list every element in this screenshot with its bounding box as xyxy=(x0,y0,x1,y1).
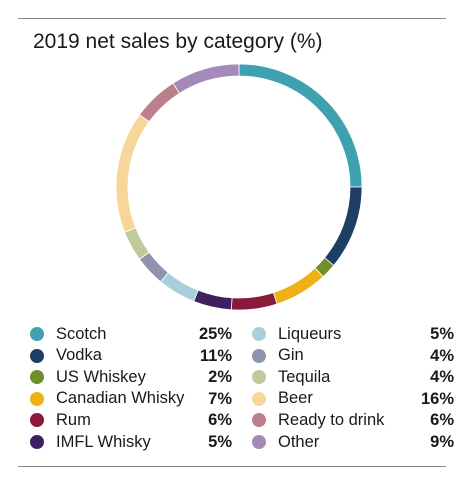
legend-item-tequila: Tequila xyxy=(252,366,330,388)
legend-item-liqueurs: Liqueurs xyxy=(252,323,341,345)
legend-value-tequila: 4% xyxy=(430,368,454,387)
legend-item-rum: Rum xyxy=(30,409,91,431)
legend-label: Rum xyxy=(56,410,91,429)
legend-label: US Whiskey xyxy=(56,367,146,386)
legend-swatch xyxy=(252,391,266,406)
legend-swatch xyxy=(252,435,266,449)
legend-item-beer: Beer xyxy=(252,388,313,410)
legend-swatch xyxy=(30,413,44,428)
legend-value-beer: 16% xyxy=(420,389,454,408)
legend-swatch xyxy=(30,370,44,385)
legend-item-canadian-whisky: Canadian Whisky xyxy=(30,388,184,410)
donut-chart xyxy=(115,63,363,311)
legend-label: Other xyxy=(278,432,320,451)
legend: Scotch 25% Vodka 11% US Whiskey 2% Canadian Wh… xyxy=(30,323,454,463)
legend-swatch xyxy=(252,348,266,363)
legend-label: Vodka xyxy=(56,346,102,365)
slice-other xyxy=(172,63,240,94)
slice-rum xyxy=(230,292,278,311)
slice-imfl-whisky xyxy=(193,289,233,311)
legend-value-rum: 6% xyxy=(208,411,232,430)
legend-swatch xyxy=(30,348,44,363)
bottom-rule xyxy=(18,466,446,467)
top-rule xyxy=(18,18,446,19)
slice-scotch xyxy=(238,63,363,188)
legend-item-scotch: Scotch xyxy=(30,323,106,345)
slice-ready-to-drink xyxy=(138,82,181,123)
legend-item-other: Other xyxy=(252,431,319,453)
legend-swatch xyxy=(30,435,44,449)
legend-item-vodka: Vodka xyxy=(30,345,102,367)
legend-value-canadian-whisky: 7% xyxy=(208,389,232,408)
chart-title: 2019 net sales by category (%) xyxy=(33,30,323,53)
legend-swatch xyxy=(30,327,44,341)
legend-swatch xyxy=(252,327,266,341)
legend-label: Beer xyxy=(278,389,313,408)
legend-value-liqueurs: 5% xyxy=(430,325,454,343)
legend-label: Scotch xyxy=(56,324,107,343)
legend-value-imfl-whisky: 5% xyxy=(208,433,232,451)
legend-swatch xyxy=(252,413,266,428)
legend-value-scotch: 25% xyxy=(198,325,232,343)
slice-beer xyxy=(115,114,150,233)
slice-canadian-whisky xyxy=(272,267,324,305)
legend-item-us-whiskey: US Whiskey xyxy=(30,366,146,388)
slice-vodka xyxy=(323,186,363,266)
legend-item-gin: Gin xyxy=(252,345,304,367)
legend-label: Canadian Whisky xyxy=(56,389,185,408)
legend-label: Gin xyxy=(278,346,304,365)
legend-value-vodka: 11% xyxy=(199,346,232,365)
legend-swatch xyxy=(252,370,266,385)
legend-label: Tequila xyxy=(278,367,331,386)
legend-swatch xyxy=(30,391,44,406)
legend-value-gin: 4% xyxy=(430,346,454,365)
slice-gin xyxy=(138,251,169,283)
slice-tequila xyxy=(124,227,150,260)
legend-label: IMFL Whisky xyxy=(56,432,151,451)
legend-value-ready-to-drink: 6% xyxy=(430,411,454,430)
legend-value-other: 9% xyxy=(430,433,454,451)
legend-value-us-whiskey: 2% xyxy=(208,368,232,387)
legend-item-ready-to-drink: Ready to drink xyxy=(252,409,384,431)
legend-label: Liqueurs xyxy=(278,324,342,343)
slice-liqueurs xyxy=(160,271,199,302)
legend-item-imfl-whisky: IMFL Whisky xyxy=(30,431,151,453)
legend-label: Ready to drink xyxy=(278,410,385,429)
